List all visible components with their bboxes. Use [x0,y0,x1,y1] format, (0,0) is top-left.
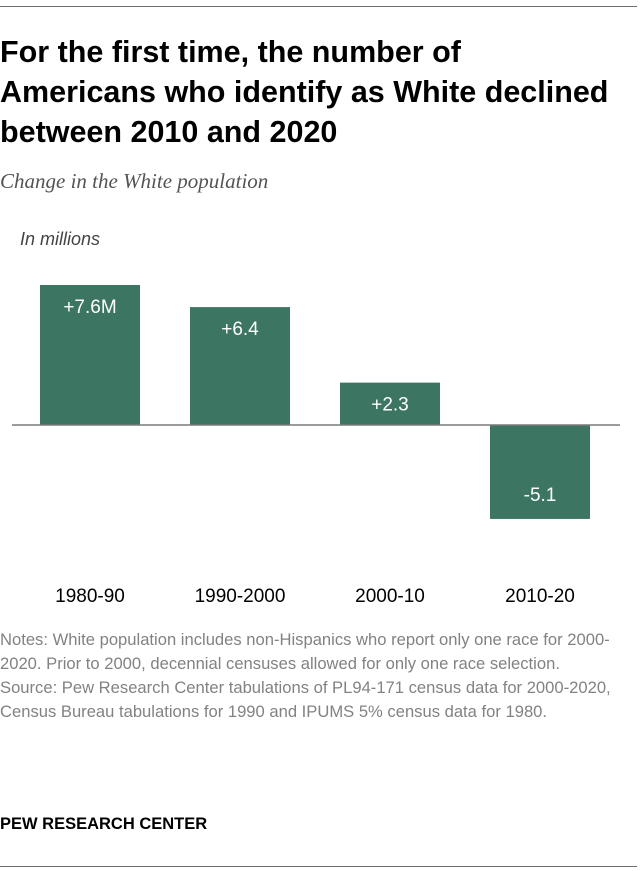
bar-1990-2000 [190,307,290,425]
unit-label: In millions [20,229,101,249]
bar-2010-20 [490,425,590,519]
bar-1980-90 [40,285,140,425]
category-label-2000-10: 2000-10 [355,586,425,607]
data-label-2010-20: -5.1 [524,485,557,506]
chart-title: For the first time, the number of Americ… [0,35,609,149]
category-label-2010-20: 2010-20 [505,586,575,607]
bar-2000-10 [340,382,440,425]
category-label-1990-2000: 1990-2000 [195,586,286,607]
top-rule [0,6,637,7]
data-label-1980-90: +7.6M [63,297,116,318]
data-label-1990-2000: +6.4 [221,319,259,340]
source-text: Source: Pew Research Center tabulations … [0,678,611,721]
brand-logo-text: PEW RESEARCH CENTER [0,815,208,833]
chart-subtitle: Change in the White population [0,169,269,193]
notes-text: Notes: White population includes non-His… [0,630,610,673]
category-label-1980-90: 1980-90 [55,586,125,607]
bar-chart: +7.6M 1980-90 +6.4 1990-2000 +2.3 2000-10 -5.1… [12,285,620,607]
notes-block: Notes: White population includes non-His… [0,628,636,724]
data-label-2000-10: +2.3 [371,395,409,416]
bottom-rule [0,866,637,867]
